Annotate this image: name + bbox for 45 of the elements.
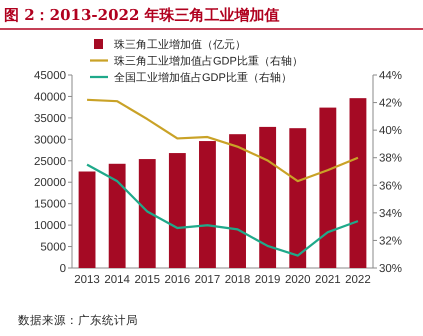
- y-tick-label: 40000: [34, 91, 66, 104]
- x-tick-label: 2018: [224, 274, 250, 286]
- bar: [259, 126, 276, 268]
- bar: [289, 128, 306, 268]
- x-tick-label: 2016: [164, 274, 190, 286]
- y-tick-label: 10000: [34, 220, 66, 232]
- bar: [229, 134, 246, 268]
- bar: [350, 98, 366, 268]
- y2-tick-label: 32%: [379, 235, 402, 248]
- y2-tick-label: 40%: [379, 125, 402, 138]
- x-tick-label: 2015: [134, 274, 160, 286]
- x-tick-label: 2019: [254, 274, 280, 286]
- y2-tick-label: 44%: [379, 70, 402, 82]
- legend-label: 珠三角工业增加值占GDP比重（右轴）: [114, 54, 303, 68]
- bar: [78, 172, 96, 268]
- y-tick-label: 30000: [34, 134, 66, 146]
- line-series: [86, 164, 360, 257]
- bar: [168, 153, 186, 268]
- x-tick-label: 2014: [104, 274, 131, 286]
- y-tick-label: 5000: [40, 242, 66, 254]
- legend-label: 全国工业增加值占GDP比重（右轴）: [114, 71, 292, 84]
- bar: [199, 141, 216, 268]
- y-tick-label: 20000: [34, 177, 66, 190]
- y2-tick-label: 38%: [379, 152, 402, 165]
- y2-tick-label: 36%: [379, 180, 402, 192]
- y-tick-label: 0: [60, 263, 66, 275]
- x-tick-label: 2020: [284, 274, 311, 286]
- chart-title: 图 2：2013-2022 年珠三角工业增加值: [4, 6, 280, 24]
- y2-tick-label: 34%: [379, 208, 402, 220]
- bar: [138, 159, 156, 268]
- y2-tick-label: 42%: [379, 98, 402, 110]
- bar: [319, 108, 336, 268]
- y-tick-label: 25000: [34, 156, 66, 168]
- x-tick-label: 2013: [74, 274, 100, 286]
- y-tick-label: 35000: [34, 112, 66, 125]
- source-note: 数据来源：广东统计局: [18, 313, 138, 327]
- line-series: [86, 98, 360, 182]
- y-tick-label: 15000: [34, 198, 66, 211]
- y-tick-label: 45000: [34, 70, 66, 82]
- bar: [108, 164, 126, 268]
- x-tick-label: 2017: [194, 274, 220, 286]
- x-tick-label: 2022: [345, 274, 371, 286]
- x-tick-label: 2021: [315, 274, 341, 286]
- y2-tick-label: 30%: [379, 263, 402, 275]
- legend-label: 珠三角工业增加值（亿元）: [114, 38, 246, 51]
